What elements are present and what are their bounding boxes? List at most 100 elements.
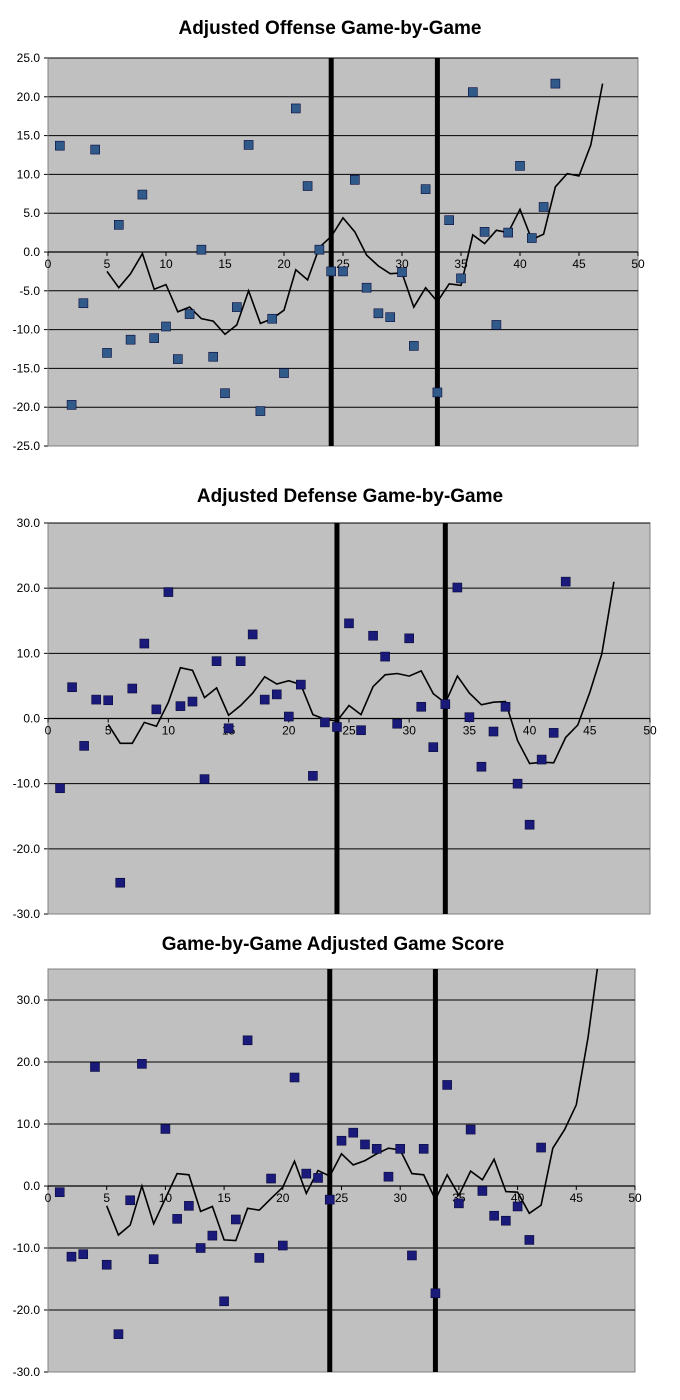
data-point bbox=[488, 726, 499, 737]
data-point bbox=[371, 1144, 382, 1154]
data-point bbox=[464, 712, 475, 722]
data-point bbox=[54, 1187, 65, 1197]
data-point bbox=[137, 189, 148, 200]
data-point bbox=[320, 717, 330, 728]
data-point bbox=[115, 877, 126, 888]
data-point bbox=[313, 1173, 323, 1183]
y-tick-label: 10.0 bbox=[17, 1117, 41, 1131]
data-point bbox=[266, 1173, 276, 1184]
data-point bbox=[67, 682, 77, 693]
data-point bbox=[326, 266, 337, 277]
y-tick-label: -30.0 bbox=[13, 907, 41, 921]
data-point bbox=[277, 1240, 288, 1251]
data-point bbox=[242, 1035, 253, 1046]
data-point bbox=[127, 683, 138, 694]
data-point bbox=[255, 406, 266, 416]
x-tick-label: 35 bbox=[463, 724, 477, 738]
data-point bbox=[524, 1235, 535, 1245]
data-point bbox=[361, 282, 372, 293]
data-point bbox=[232, 302, 242, 312]
data-point bbox=[211, 656, 222, 666]
data-point bbox=[428, 742, 439, 752]
x-tick-label: 5 bbox=[103, 1191, 110, 1205]
data-point bbox=[404, 633, 415, 644]
y-tick-label: -10.0 bbox=[13, 777, 41, 791]
data-point bbox=[66, 1251, 77, 1262]
x-tick-label: 30 bbox=[394, 1191, 408, 1205]
data-point bbox=[395, 1144, 406, 1154]
data-point bbox=[503, 227, 514, 238]
y-tick-label: 30.0 bbox=[17, 516, 41, 530]
data-point bbox=[148, 1254, 159, 1264]
data-point bbox=[91, 694, 101, 705]
y-tick-label: 0.0 bbox=[23, 245, 40, 259]
data-point bbox=[101, 1259, 112, 1270]
data-point bbox=[196, 244, 207, 255]
data-point bbox=[267, 313, 278, 324]
data-point bbox=[113, 1329, 124, 1339]
y-tick-label: 10.0 bbox=[17, 167, 41, 181]
chart-2: Adjusted Defense Game-by-Game 30.0 20.0 10.… bbox=[13, 486, 657, 921]
y-tick-label: -20.0 bbox=[13, 1303, 41, 1317]
data-point bbox=[55, 783, 65, 794]
moving-average-line bbox=[105, 969, 599, 1242]
y-tick-label: -30.0 bbox=[13, 1365, 41, 1379]
data-point bbox=[283, 711, 294, 722]
x-tick-label: 0 bbox=[45, 724, 52, 738]
data-point bbox=[356, 725, 366, 736]
y-tick-label: 5.0 bbox=[23, 206, 40, 220]
x-tick-label: 10 bbox=[162, 724, 176, 738]
data-point bbox=[308, 771, 318, 781]
y-tick-label: 0.0 bbox=[23, 712, 40, 726]
data-point bbox=[199, 774, 210, 784]
data-point bbox=[54, 140, 65, 151]
x-tick-label: 50 bbox=[628, 1191, 642, 1205]
data-point bbox=[247, 629, 258, 640]
data-point bbox=[538, 202, 549, 212]
data-point bbox=[279, 368, 289, 378]
data-point bbox=[207, 1230, 218, 1241]
data-point bbox=[66, 400, 77, 410]
data-point bbox=[344, 618, 354, 629]
data-point bbox=[397, 267, 407, 277]
chart-title: Adjusted Defense Game-by-Game bbox=[197, 486, 503, 507]
data-point bbox=[324, 1194, 335, 1205]
moving-average-line bbox=[107, 581, 615, 765]
x-tick-label: 20 bbox=[277, 257, 291, 271]
data-point bbox=[90, 144, 100, 155]
data-point bbox=[440, 699, 451, 709]
data-point bbox=[184, 309, 195, 319]
data-point bbox=[444, 215, 455, 225]
data-point bbox=[149, 333, 159, 343]
x-tick-label: 40 bbox=[513, 257, 527, 271]
x-tick-label: 40 bbox=[511, 1191, 525, 1205]
data-point bbox=[290, 103, 301, 114]
data-point bbox=[373, 308, 384, 319]
x-tick-label: 50 bbox=[631, 257, 645, 271]
data-point bbox=[560, 576, 571, 587]
x-tick-label: 50 bbox=[643, 724, 657, 738]
data-point bbox=[536, 1142, 546, 1153]
data-point bbox=[512, 1201, 523, 1212]
data-point bbox=[501, 1215, 511, 1226]
y-tick-label: 20.0 bbox=[17, 1055, 41, 1069]
data-point bbox=[220, 388, 230, 399]
y-tick-label: 20.0 bbox=[17, 90, 41, 104]
data-point bbox=[420, 184, 431, 194]
chart-title: Adjusted Offense Game-by-Game bbox=[178, 18, 481, 39]
data-point bbox=[175, 701, 186, 711]
x-tick-label: 25 bbox=[335, 1191, 349, 1205]
chart-3: Game-by-Game Adjusted Game Score 30.0 20.0… bbox=[13, 934, 642, 1379]
data-point bbox=[78, 298, 89, 309]
x-tick-label: 30 bbox=[403, 724, 417, 738]
data-point bbox=[79, 741, 89, 751]
data-point bbox=[416, 701, 427, 712]
data-point bbox=[102, 348, 112, 358]
data-point bbox=[139, 638, 150, 649]
data-point bbox=[465, 1124, 476, 1135]
data-point bbox=[254, 1253, 265, 1263]
data-point bbox=[442, 1080, 452, 1090]
data-point bbox=[349, 175, 360, 185]
y-tick-label: -10.0 bbox=[13, 1241, 41, 1255]
